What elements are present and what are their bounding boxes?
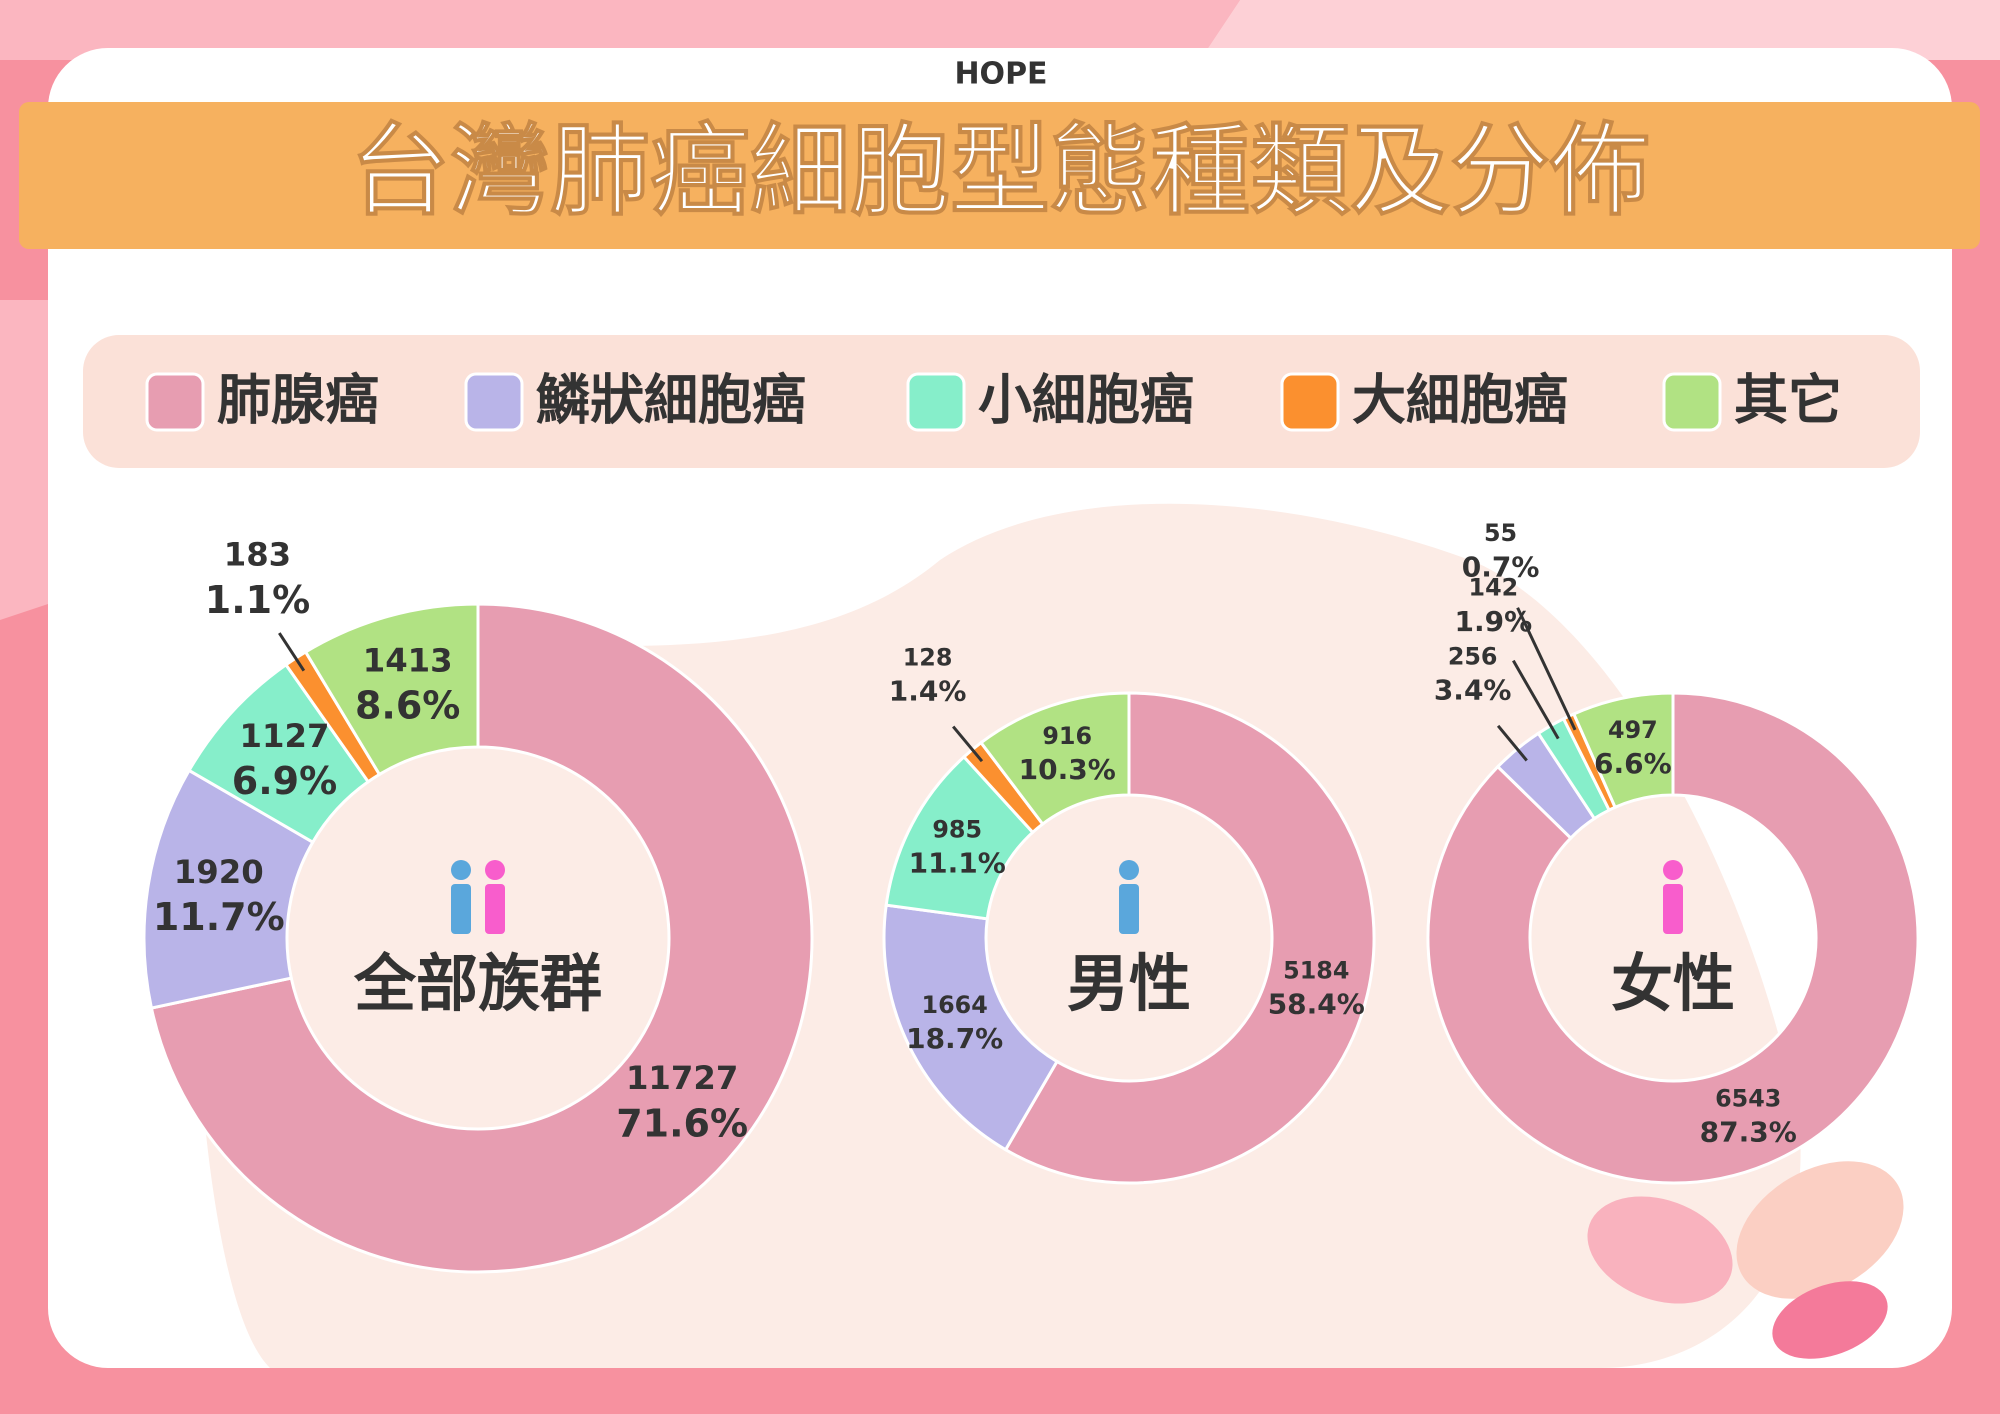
count-label: 256	[1448, 643, 1498, 671]
donut-slice	[149, 602, 814, 1274]
leader-line	[1496, 724, 1528, 762]
count-label: 183	[224, 536, 291, 574]
percent-label: 6.6%	[1594, 747, 1672, 780]
legend-label: 其它	[1734, 369, 1842, 432]
percent-label: 11.1%	[909, 847, 1006, 880]
count-label: 1127	[240, 717, 330, 755]
count-label: 497	[1608, 716, 1658, 744]
legend-label: 肺腺癌	[217, 369, 379, 432]
count-label: 916	[1042, 722, 1092, 750]
leader-line	[1512, 659, 1560, 740]
count-label: 6543	[1715, 1085, 1781, 1113]
count-label: 985	[932, 816, 982, 844]
side-stripe	[0, 300, 60, 620]
percent-label: 1.4%	[889, 675, 967, 708]
legend-swatch	[464, 372, 524, 432]
count-label: 142	[1469, 574, 1519, 602]
donut-slice	[882, 903, 1060, 1152]
leader-line	[952, 725, 984, 763]
legend-swatch	[1662, 372, 1722, 432]
count-label: 5184	[1283, 956, 1349, 984]
center-label: 女性	[1611, 947, 1735, 1020]
donut-slice	[1426, 691, 1920, 1185]
donut-slice	[303, 602, 480, 777]
count-label: 1664	[922, 991, 988, 1019]
person-icons	[451, 860, 1683, 934]
legend-swatch	[145, 372, 205, 432]
top-stripe	[1200, 0, 2000, 60]
leader-line	[278, 632, 306, 672]
donut-slice	[1003, 691, 1376, 1185]
percent-label: 1.9%	[1455, 605, 1533, 638]
count-label: 1413	[363, 641, 453, 679]
legend-swatch	[1280, 372, 1340, 432]
donut-slice	[1571, 691, 1675, 810]
percent-label: 6.9%	[232, 759, 337, 803]
percent-label: 58.4%	[1268, 987, 1365, 1020]
count-label: 11727	[626, 1059, 738, 1097]
leaf-decoration	[1587, 1161, 1904, 1359]
percent-label: 10.3%	[1019, 753, 1116, 786]
legend-box	[83, 335, 1920, 468]
percent-label: 8.6%	[355, 683, 460, 727]
legend-label: 小細胞癌	[978, 369, 1194, 432]
legend-label: 鱗狀細胞癌	[536, 369, 806, 432]
center-label: 男性	[1067, 947, 1191, 1020]
donut-slice	[978, 691, 1131, 827]
percent-label: 1.1%	[205, 578, 310, 622]
count-label: 55	[1484, 519, 1517, 547]
title-banner	[19, 102, 1980, 249]
percent-label: 71.6%	[616, 1101, 748, 1145]
legend-label: 大細胞癌	[1352, 369, 1568, 432]
center-label: 全部族群	[353, 947, 602, 1020]
percent-label: 3.4%	[1434, 674, 1512, 707]
leader-line	[1516, 607, 1577, 731]
percent-label: 87.3%	[1700, 1116, 1797, 1149]
legend-swatch	[906, 372, 966, 432]
top-stripe	[0, 0, 1240, 60]
logo: HOPE	[954, 57, 1047, 92]
count-label: 1920	[174, 853, 264, 891]
percent-label: 11.7%	[153, 895, 285, 939]
title: 台灣肺癌細胞型態種類及分佈	[350, 112, 1650, 229]
percent-label: 18.7%	[906, 1022, 1003, 1055]
percent-label: 0.7%	[1462, 550, 1540, 583]
count-label: 128	[903, 643, 953, 671]
